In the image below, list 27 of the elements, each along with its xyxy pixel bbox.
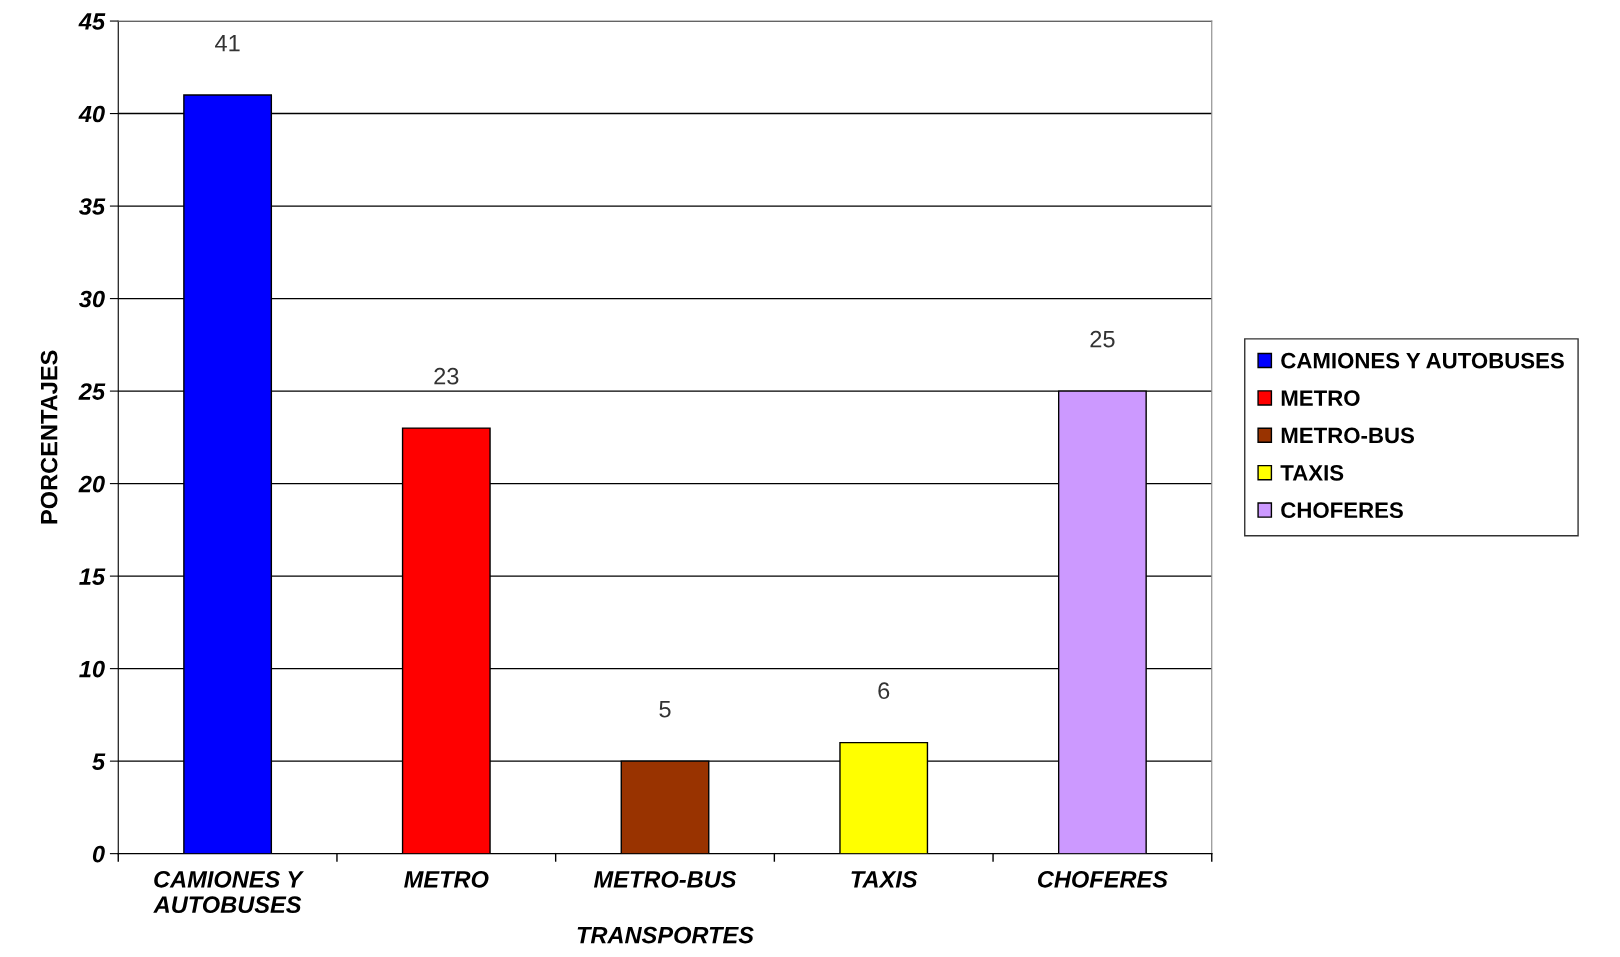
y-tick-label: 15	[79, 568, 106, 585]
x-tick-label: METRO	[404, 870, 489, 888]
legend-label: METRO	[1281, 390, 1360, 406]
x-tick-label: TAXIS	[851, 870, 918, 888]
legend-label: CAMIONES Y AUTOBUSES	[1281, 352, 1564, 369]
y-tick-label: 5	[92, 753, 106, 770]
data-label: 25	[1090, 330, 1115, 348]
data-label: 6	[878, 682, 890, 700]
y-tick-label: 30	[78, 290, 105, 308]
data-label: 41	[215, 35, 240, 52]
x-tick-label: CAMIONES Y AUTOBUSES	[153, 870, 304, 914]
y-tick-label: 40	[78, 105, 105, 123]
legend-label: METRO-BUS	[1281, 427, 1414, 444]
x-tick-label: CHOFERES	[1037, 870, 1168, 888]
y-tick-label: 10	[79, 660, 105, 678]
y-tick-label: 20	[78, 475, 105, 493]
y-axis-title: PORCENTAJES	[40, 350, 58, 524]
legend-label: TAXIS	[1280, 464, 1344, 481]
y-tick-label: 0	[92, 845, 105, 863]
x-axis-title: TRANSPORTES	[577, 926, 754, 944]
y-tick-label: 35	[78, 198, 106, 215]
legend-label: CHOFERES	[1281, 502, 1403, 519]
y-tick-label: 25	[78, 383, 106, 400]
x-tick-label: METRO-BUS	[593, 870, 737, 888]
data-label: 23	[434, 367, 459, 385]
y-tick-label: 45	[78, 13, 106, 30]
data-label: 5	[659, 701, 671, 718]
